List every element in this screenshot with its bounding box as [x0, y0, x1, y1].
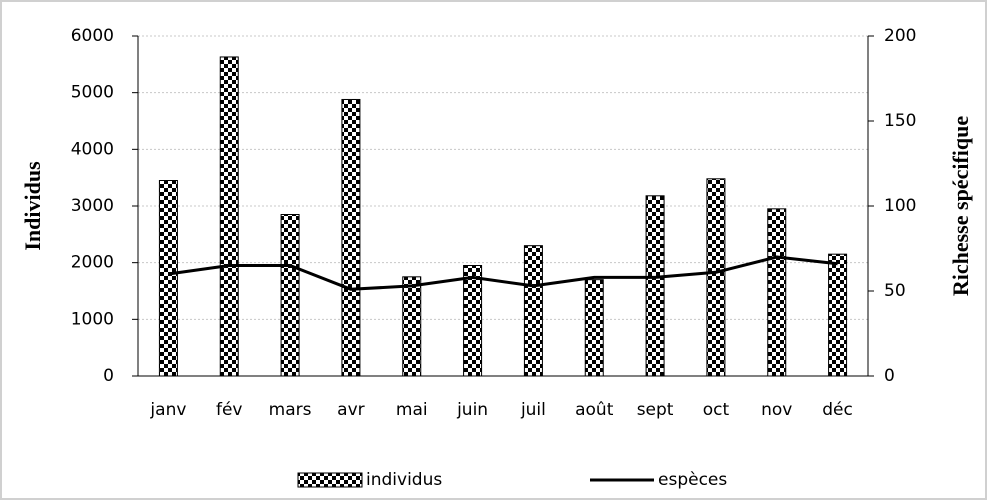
- x-tick-label: avr: [337, 400, 364, 420]
- x-tick-label: mai: [396, 400, 428, 420]
- bar: [463, 265, 483, 377]
- y2-tick-label: 100: [884, 196, 916, 216]
- x-tick-label: juin: [456, 400, 488, 420]
- bar: [402, 276, 422, 377]
- y-tick-label: 4000: [71, 139, 114, 159]
- x-tick-label: janv: [149, 400, 186, 420]
- y2-tick-label: 0: [884, 366, 895, 386]
- y-tick-label: 0: [103, 366, 114, 386]
- y-tick-label: 3000: [71, 196, 114, 216]
- y2-tick-label: 150: [884, 111, 916, 131]
- x-tick-label: déc: [822, 400, 853, 420]
- bar: [523, 245, 543, 377]
- y2-tick-label: 50: [884, 281, 906, 301]
- x-tick-label: juil: [520, 400, 546, 420]
- y-tick-label: 5000: [71, 83, 114, 103]
- bar: [706, 178, 726, 377]
- x-tick-label: sept: [637, 400, 674, 420]
- bar: [280, 214, 300, 377]
- x-tick-label: mars: [269, 400, 312, 420]
- bar: [645, 195, 665, 377]
- y-tick-label: 1000: [71, 309, 114, 329]
- line: [168, 255, 838, 291]
- y-tick-label: 2000: [71, 253, 114, 273]
- bar: [767, 208, 787, 377]
- y2-tick-label: 200: [884, 26, 916, 46]
- x-tick-label: oct: [703, 400, 730, 420]
- bar: [584, 279, 604, 377]
- legend-label: individus: [366, 470, 442, 490]
- x-tick-label: août: [575, 400, 614, 420]
- x-tick-label: nov: [761, 400, 792, 420]
- bar: [158, 180, 178, 377]
- legend-swatch: [297, 472, 363, 488]
- y2-axis-title: Richesse spécifique: [948, 116, 973, 297]
- y-tick-label: 6000: [71, 26, 114, 46]
- legend-label: espèces: [658, 470, 727, 490]
- y-axis-title: Individus: [20, 161, 45, 251]
- bar: [341, 98, 361, 377]
- bar: [828, 253, 848, 377]
- bar: [219, 56, 239, 377]
- x-tick-label: fév: [216, 400, 243, 420]
